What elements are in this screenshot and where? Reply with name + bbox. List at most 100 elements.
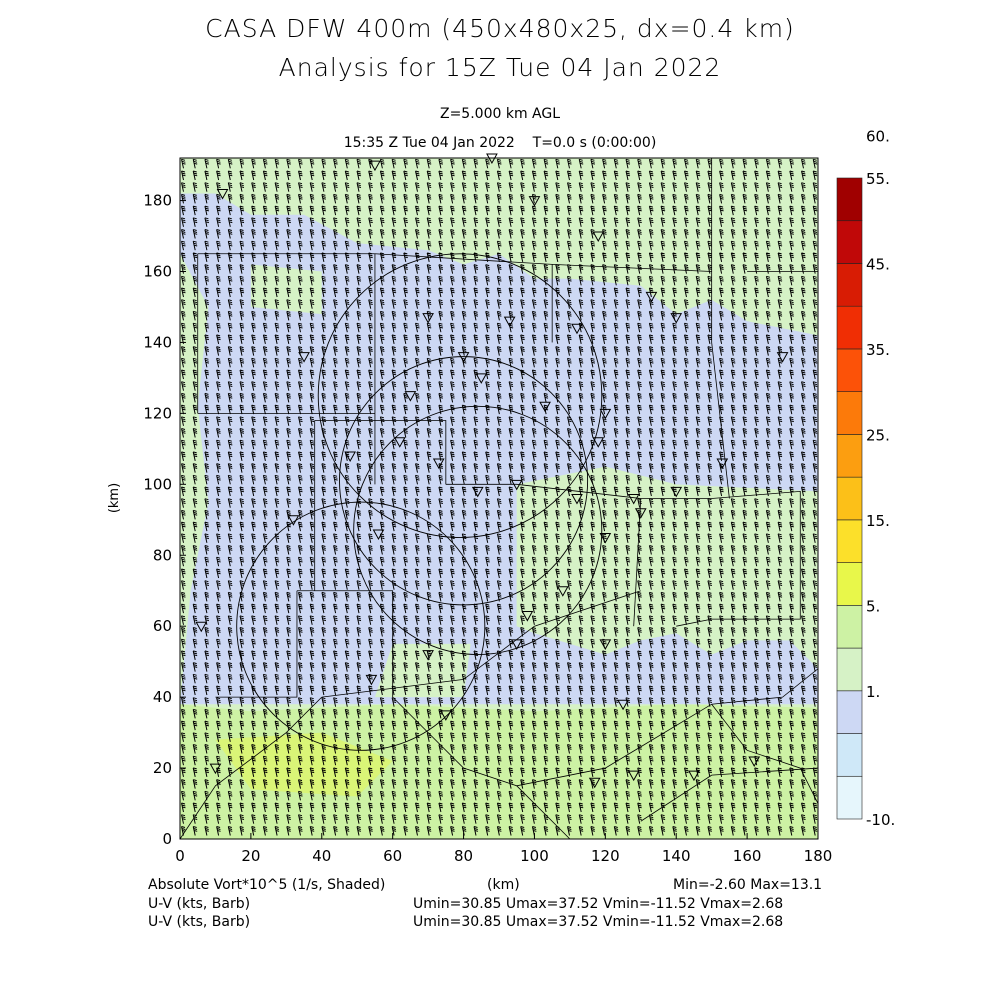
wind-barb (567, 369, 572, 380)
wind-barb (765, 662, 771, 672)
wind-barb (719, 310, 724, 321)
wind-barb (216, 650, 221, 661)
wind-barb (262, 627, 268, 637)
wind-barb (368, 182, 373, 192)
wind-barb (496, 802, 502, 813)
wind-barb (707, 193, 713, 204)
wind-barb (356, 580, 362, 590)
wind-barb (637, 428, 642, 438)
wind-barb (637, 229, 642, 239)
wind-barb (789, 697, 794, 707)
wind-barb (567, 334, 572, 345)
wind-barb (216, 779, 221, 789)
wind-barb (590, 814, 596, 824)
wind-barb (590, 217, 596, 227)
wind-barb (181, 369, 186, 380)
wind-barb (684, 404, 689, 415)
wind-barb (613, 708, 619, 719)
wind-barb (473, 708, 479, 719)
wind-barb (379, 509, 385, 520)
wind-barb (298, 170, 303, 181)
wind-barb (204, 627, 210, 637)
wind-barb (555, 193, 560, 204)
wind-barb (707, 463, 713, 473)
level-label: Z=5.000 km AGL (439, 106, 561, 122)
site-marker (588, 777, 601, 789)
wind-barb (754, 603, 759, 614)
wind-barb (181, 826, 186, 836)
wind-barb (251, 205, 256, 216)
wind-barb (298, 521, 303, 532)
wind-barb (485, 615, 490, 625)
wind-barb (789, 334, 794, 345)
wind-barb (286, 615, 291, 625)
wind-barb (567, 790, 572, 801)
wind-barb (801, 287, 806, 298)
wind-barb (590, 404, 596, 415)
wind-barb (426, 158, 432, 169)
wind-barb (520, 744, 525, 754)
wind-barb (227, 474, 233, 485)
wind-barb (754, 451, 759, 462)
wind-barb (473, 802, 479, 813)
wind-barb (379, 451, 385, 462)
wind-barb (450, 229, 455, 239)
wind-barb (672, 814, 677, 824)
wind-barb (777, 182, 783, 192)
wind-barb (356, 381, 362, 391)
wind-barb (496, 275, 502, 286)
wind-barb (379, 627, 385, 637)
wind-barb (286, 767, 291, 778)
wind-barb (438, 252, 444, 263)
wind-barb (333, 521, 338, 532)
wind-barb (777, 428, 783, 438)
wind-barb (496, 182, 502, 192)
wind-barb (461, 287, 467, 298)
wind-barb (262, 334, 268, 345)
wind-barb (204, 779, 210, 789)
wind-barb (765, 638, 771, 649)
wind-barb (789, 826, 794, 836)
wind-barb (531, 486, 537, 497)
wind-barb (262, 826, 268, 836)
wind-barb (251, 474, 256, 485)
wind-barb (438, 275, 444, 286)
wind-barb (613, 369, 619, 380)
wind-barb (777, 615, 783, 625)
wind-barb (812, 357, 818, 368)
wind-barb (438, 310, 444, 321)
wind-barb (181, 685, 186, 696)
wind-barb (730, 357, 736, 368)
wind-barb (777, 170, 783, 181)
wind-barb (590, 697, 596, 707)
wind-barb (379, 545, 385, 555)
wind-barb (333, 170, 338, 181)
wind-barb (415, 275, 420, 286)
y-tick-label: 100 (143, 475, 172, 493)
wind-barb (333, 428, 338, 438)
wind-barb (181, 346, 186, 356)
wind-barb (485, 755, 490, 766)
wind-barb (508, 627, 514, 637)
wind-barb (578, 533, 584, 543)
wind-barb (403, 498, 408, 508)
wind-barb (485, 404, 490, 415)
wind-barb (344, 662, 350, 672)
wind-barb (450, 275, 455, 286)
wind-barb (473, 697, 479, 707)
wind-barb (426, 170, 432, 181)
wind-barb (450, 650, 455, 661)
wind-barb (520, 369, 525, 380)
wind-barb (730, 591, 736, 602)
wind-barb (496, 662, 502, 672)
wind-barb (227, 381, 233, 391)
wind-barb (567, 650, 572, 661)
wind-barb (625, 814, 631, 824)
wind-barb (590, 779, 596, 789)
wind-barb (602, 264, 607, 274)
wind-barb (508, 428, 514, 438)
wind-barb (321, 568, 327, 579)
wind-barb (286, 240, 291, 251)
wind-barb (543, 790, 549, 801)
wind-barb (672, 580, 677, 590)
